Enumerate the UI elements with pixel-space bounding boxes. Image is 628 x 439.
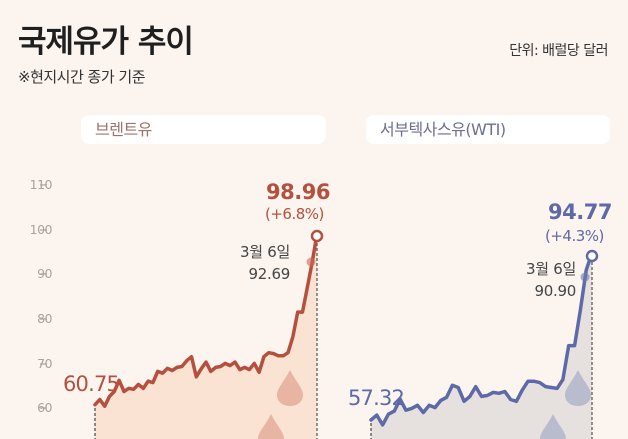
brent-line: [93, 232, 319, 408]
wti-series-label: 서부텍사스유(WTI): [366, 115, 610, 144]
wti-start-value: 57.32: [348, 386, 405, 410]
wti-drop-icon-2: [540, 414, 566, 439]
brent-annotation: 3월 6일 92.69: [230, 241, 290, 285]
page-subtitle: ※현지시간 종가 기준: [18, 68, 146, 86]
wti-drop-icon: [565, 370, 591, 406]
wti-annotation-value: 90.90: [534, 282, 577, 300]
wti-end-value: 94.77: [548, 200, 612, 224]
brent-end-change: (+6.8%): [265, 205, 324, 223]
brent-series-label: 브렌트유: [81, 115, 326, 144]
brent-annotation-value: 92.69: [248, 265, 291, 283]
wti-march6-marker: [580, 272, 590, 282]
brent-end-marker: [310, 229, 324, 243]
wti-annotation: 3월 6일 90.90: [510, 258, 576, 302]
brent-drop-icon-2: [258, 414, 284, 439]
unit-label: 단위: 배럴당 달러: [509, 43, 608, 59]
brent-annotation-date: 3월 6일: [240, 243, 290, 261]
brent-drop-icon: [277, 370, 303, 406]
brent-area-fill: [95, 234, 317, 439]
brent-end-value: 98.96: [266, 180, 330, 204]
page-title: 국제유가 추이: [18, 24, 194, 60]
brent-march6-marker: [306, 257, 316, 267]
wti-area-fill: [371, 252, 592, 439]
wti-line: [369, 251, 594, 427]
y-tick-marks: [40, 184, 47, 409]
wti-end-marker: [585, 249, 599, 263]
brent-start-value: 60.75: [63, 372, 120, 396]
wti-annotation-date: 3월 6일: [526, 260, 576, 278]
wti-end-change: (+4.3%): [545, 227, 604, 245]
